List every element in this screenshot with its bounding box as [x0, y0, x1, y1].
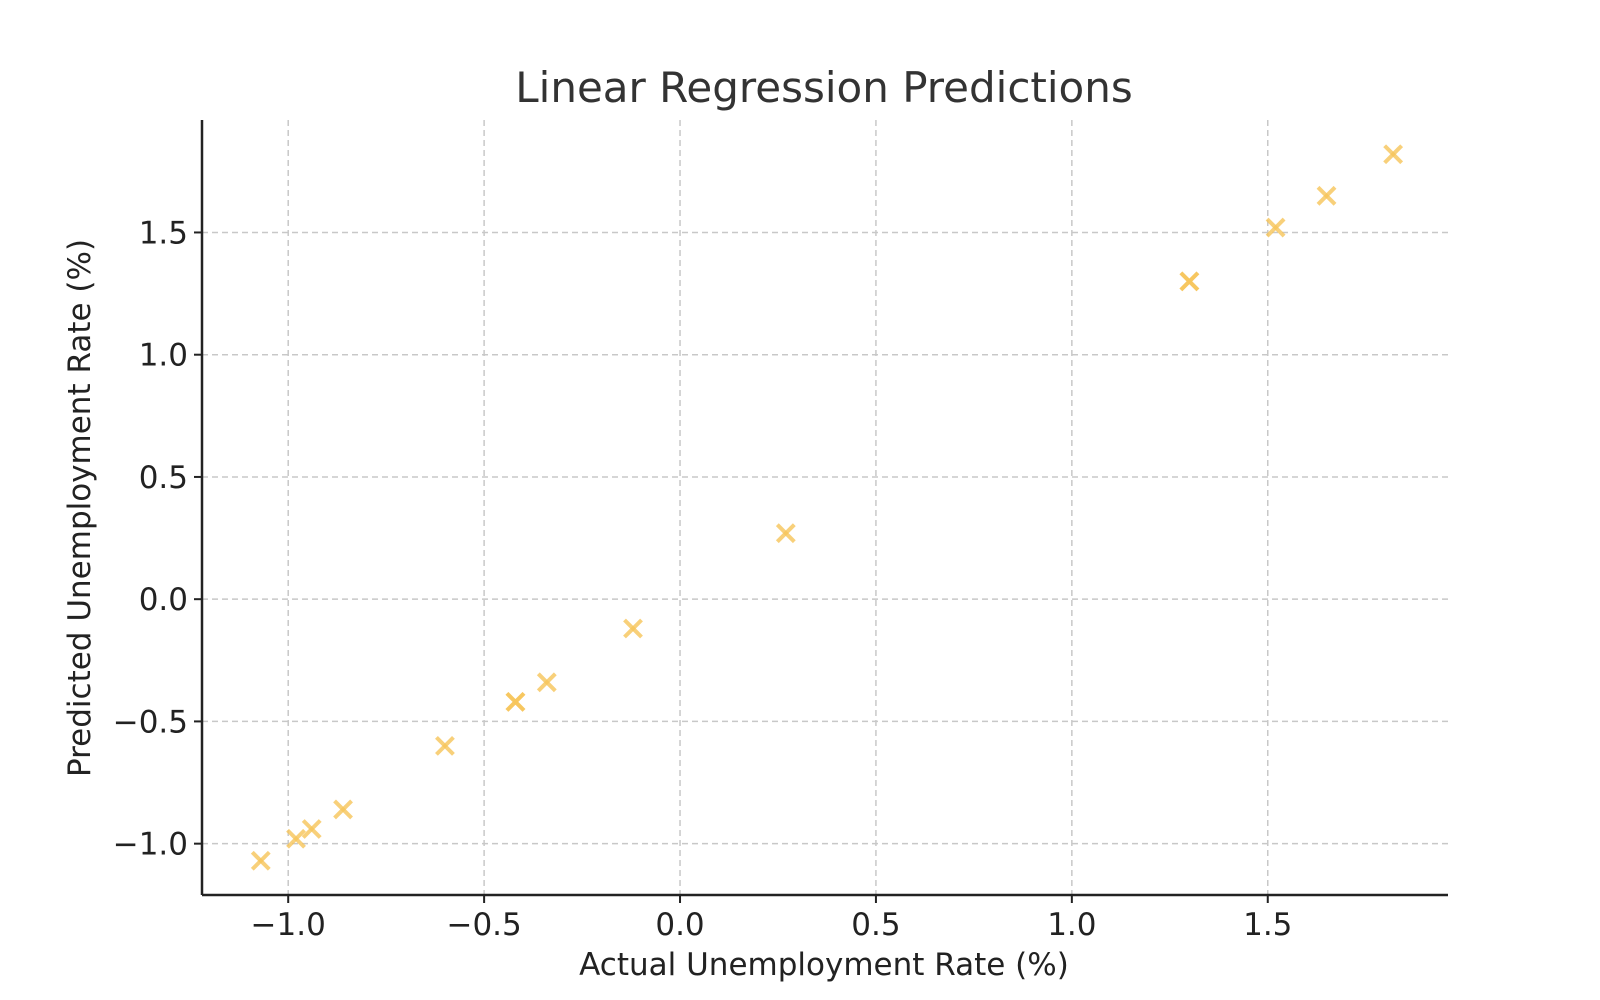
data-point	[775, 523, 796, 544]
x-axis-label: Actual Unemployment Rate (%)	[579, 947, 1069, 983]
x-tick-label: −0.5	[446, 907, 521, 943]
data-point	[505, 691, 526, 712]
data-point	[536, 672, 557, 693]
data-point	[1316, 185, 1337, 206]
data-point	[286, 828, 306, 849]
y-tick-label: −0.5	[113, 704, 188, 740]
data-point	[1383, 144, 1404, 165]
data-point	[250, 850, 271, 871]
axes	[200, 120, 1448, 897]
y-tick-label: 1.5	[139, 215, 188, 251]
y-axis-label: Predicted Unemployment Rate (%)	[62, 239, 98, 777]
x-tick-label: 1.0	[1047, 907, 1096, 943]
y-tick-label: 1.0	[139, 338, 188, 374]
y-tick-label: 0.5	[139, 460, 188, 496]
chart-title: Linear Regression Predictions	[515, 63, 1133, 112]
data-point	[1179, 271, 1200, 292]
data-point	[435, 735, 455, 756]
y-tick-label: −1.0	[113, 827, 188, 863]
x-tick-label: 1.5	[1243, 907, 1292, 943]
data-point	[623, 618, 643, 639]
data-point	[1265, 217, 1286, 238]
x-tick-label: 0.0	[655, 907, 704, 943]
ticks: −1.0 −0.5 0.0 0.5 1.0 1.5 −1.0 −0.5 0.0 0.5 1.0 1.5	[113, 215, 1293, 943]
x-tick-label: 0.5	[851, 907, 900, 943]
x-tick-label: −1.0	[251, 907, 326, 943]
data-points	[250, 144, 1404, 871]
data-point	[301, 819, 322, 839]
y-tick-label: 0.0	[139, 582, 188, 618]
data-point	[333, 799, 353, 820]
grid	[202, 120, 1448, 895]
